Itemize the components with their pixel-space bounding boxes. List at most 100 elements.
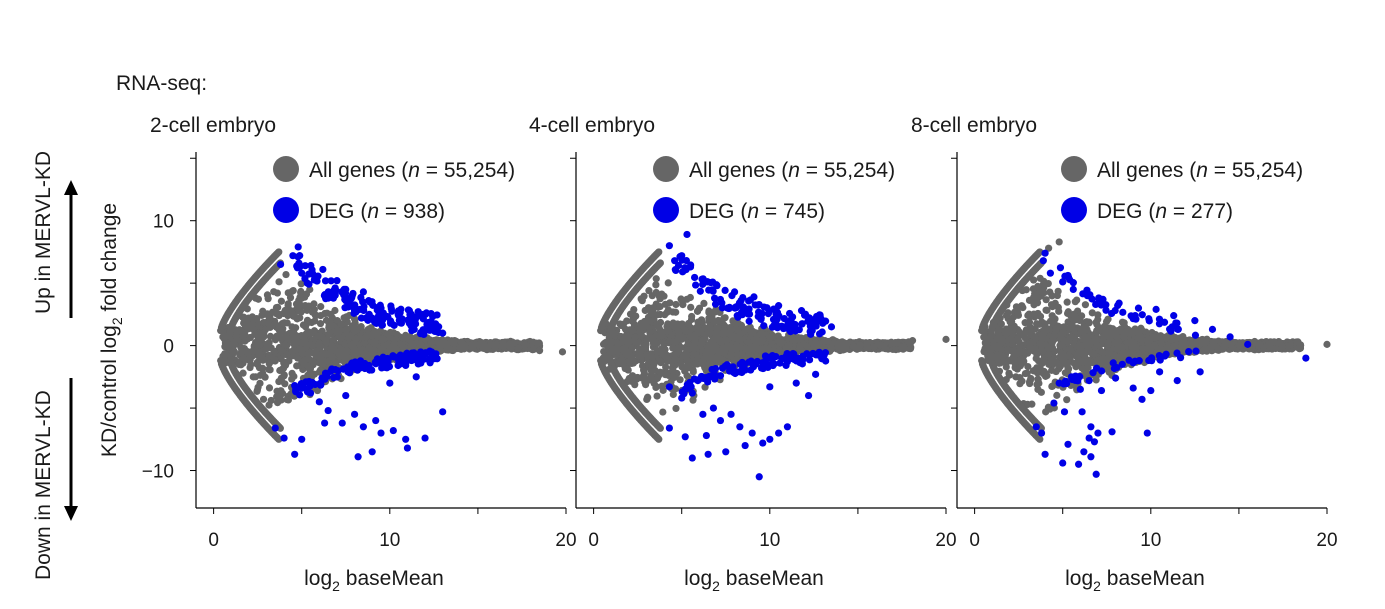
all-genes-point xyxy=(325,323,333,332)
side-annotation: Up in MERVL-KD Down in MERVL-KD xyxy=(32,151,78,580)
deg-point xyxy=(750,293,758,301)
deg-point xyxy=(294,243,302,251)
deg-point xyxy=(368,448,376,456)
all-genes-point xyxy=(334,329,342,337)
deg-point xyxy=(708,365,716,374)
deg-point xyxy=(727,410,735,418)
all-genes-point xyxy=(681,326,689,335)
y-tick-label: −10 xyxy=(142,462,174,483)
up-label: Up in MERVL-KD xyxy=(32,151,55,314)
all-genes-point xyxy=(843,340,851,348)
x-axis-label-subscript: 2 xyxy=(712,578,720,594)
legend-n: n xyxy=(408,159,420,182)
all-genes-point xyxy=(312,311,320,320)
all-genes-point xyxy=(533,339,542,348)
all-genes-point xyxy=(627,377,635,385)
all-genes-point xyxy=(689,396,697,404)
all-genes-point xyxy=(759,335,767,343)
all-genes-point xyxy=(317,303,325,311)
all-genes-point xyxy=(479,342,487,350)
deg-point xyxy=(298,384,306,392)
all-genes-point xyxy=(727,344,735,352)
panel-title: 2-cell embryo xyxy=(150,114,276,137)
all-genes-point xyxy=(648,353,656,361)
all-genes-point xyxy=(748,327,757,335)
all-genes-point xyxy=(646,317,654,325)
deg-point xyxy=(315,398,323,406)
deg-point xyxy=(319,265,327,274)
all-genes-point xyxy=(650,360,658,368)
deg-point xyxy=(368,314,376,322)
y-axis-label-prefix: KD/control log xyxy=(98,325,121,457)
deg-point xyxy=(301,262,309,270)
deg-point xyxy=(350,410,359,418)
all-genes-point xyxy=(343,347,351,355)
all-genes-point xyxy=(640,292,648,300)
all-genes-point xyxy=(705,308,713,317)
all-genes-point xyxy=(640,370,648,378)
all-genes-point xyxy=(303,316,312,324)
all-genes-point xyxy=(308,341,316,350)
all-genes-point xyxy=(664,279,672,287)
all-genes-point xyxy=(322,316,331,324)
all-genes-point xyxy=(671,323,679,331)
deg-point xyxy=(280,434,288,442)
all-genes-point xyxy=(644,304,652,313)
all-genes-point xyxy=(675,333,683,341)
deg-point xyxy=(344,368,352,376)
all-genes-point xyxy=(297,280,305,288)
deg-point xyxy=(289,252,297,260)
all-genes-point xyxy=(688,312,696,321)
all-genes-point xyxy=(672,300,680,309)
deg-point xyxy=(822,357,830,365)
all-genes-point xyxy=(665,337,674,345)
deg-point xyxy=(735,368,744,376)
deg-point xyxy=(770,360,778,368)
deg-point xyxy=(764,310,772,318)
deg-point xyxy=(798,320,806,328)
all-genes-point xyxy=(834,340,842,348)
all-genes-point xyxy=(316,342,324,350)
y-axis-label-suffix: fold change xyxy=(98,203,121,317)
all-genes-point xyxy=(650,339,659,347)
deg-point xyxy=(827,323,836,331)
all-genes-point xyxy=(942,335,950,343)
all-genes-point xyxy=(254,295,262,303)
all-genes-point xyxy=(677,360,685,368)
all-genes-point xyxy=(318,333,326,341)
all-genes-point xyxy=(266,332,275,341)
deg-point xyxy=(765,353,773,361)
legend: All genes (n = 55,254)DEG (n = 938) xyxy=(273,156,515,223)
all-genes-point xyxy=(677,295,685,303)
all-genes-point xyxy=(259,318,267,327)
all-genes-point xyxy=(870,343,878,351)
deg-point xyxy=(333,277,341,285)
deg-point xyxy=(809,349,817,358)
all-genes-point xyxy=(351,316,359,324)
deg-point xyxy=(760,322,768,330)
x-axis-label-prefix: log xyxy=(684,567,712,590)
all-genes-point xyxy=(671,355,679,363)
up-arrow-head xyxy=(64,180,78,195)
all-genes-point xyxy=(337,320,345,328)
deg-point xyxy=(309,270,317,279)
deg-point xyxy=(757,315,765,323)
all-genes-point xyxy=(655,248,663,256)
all-genes-point xyxy=(705,341,713,349)
x-tick-label: 0 xyxy=(208,530,219,551)
all-genes-point xyxy=(370,329,378,337)
deg-point xyxy=(730,288,739,296)
all-genes-point xyxy=(266,315,274,323)
all-genes-point xyxy=(290,372,298,380)
deg-point xyxy=(815,348,823,356)
all-genes-point xyxy=(246,356,254,364)
deg-point xyxy=(699,374,708,383)
deg-point xyxy=(798,360,806,368)
all-genes-points xyxy=(217,248,567,443)
deg-point xyxy=(723,304,732,312)
x-tick-label: 10 xyxy=(759,530,780,551)
deg-point xyxy=(329,294,338,302)
all-genes-point xyxy=(309,328,317,337)
deg-point xyxy=(414,360,422,368)
all-genes-point xyxy=(282,270,290,279)
